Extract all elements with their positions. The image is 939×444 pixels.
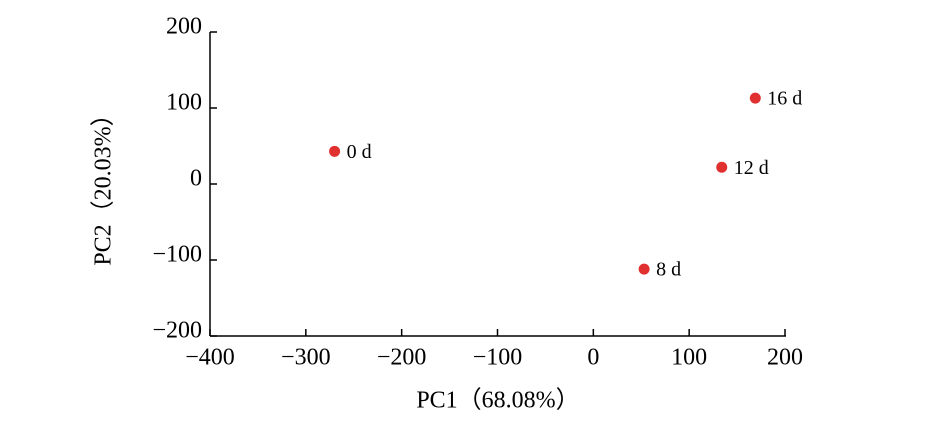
point — [329, 145, 341, 157]
x-tick-label: −200 — [377, 345, 427, 371]
y-tick-label: −100 — [152, 242, 202, 268]
point-label: 8 d — [656, 259, 681, 281]
y-tick-label: −200 — [152, 318, 202, 344]
point — [638, 263, 650, 275]
point-label: 16 d — [767, 88, 802, 110]
x-tick-label: −300 — [281, 345, 331, 371]
y-axis-title: PC2（20.03%） — [91, 102, 117, 265]
x-tick-label: 0 — [587, 345, 599, 371]
y-tick-label: 0 — [190, 166, 202, 192]
point-label: 12 d — [734, 157, 769, 179]
x-axis-title: PC1（68.08%） — [416, 388, 579, 414]
x-tick-label: 200 — [767, 345, 803, 371]
point — [716, 161, 728, 173]
x-tick-label: 100 — [671, 345, 707, 371]
point — [749, 92, 761, 104]
x-tick-label: −400 — [185, 345, 235, 371]
point-label: 0 d — [347, 141, 372, 163]
y-tick-label: 100 — [166, 90, 202, 116]
y-tick-label: 200 — [166, 14, 202, 40]
x-tick-label: −100 — [473, 345, 523, 371]
